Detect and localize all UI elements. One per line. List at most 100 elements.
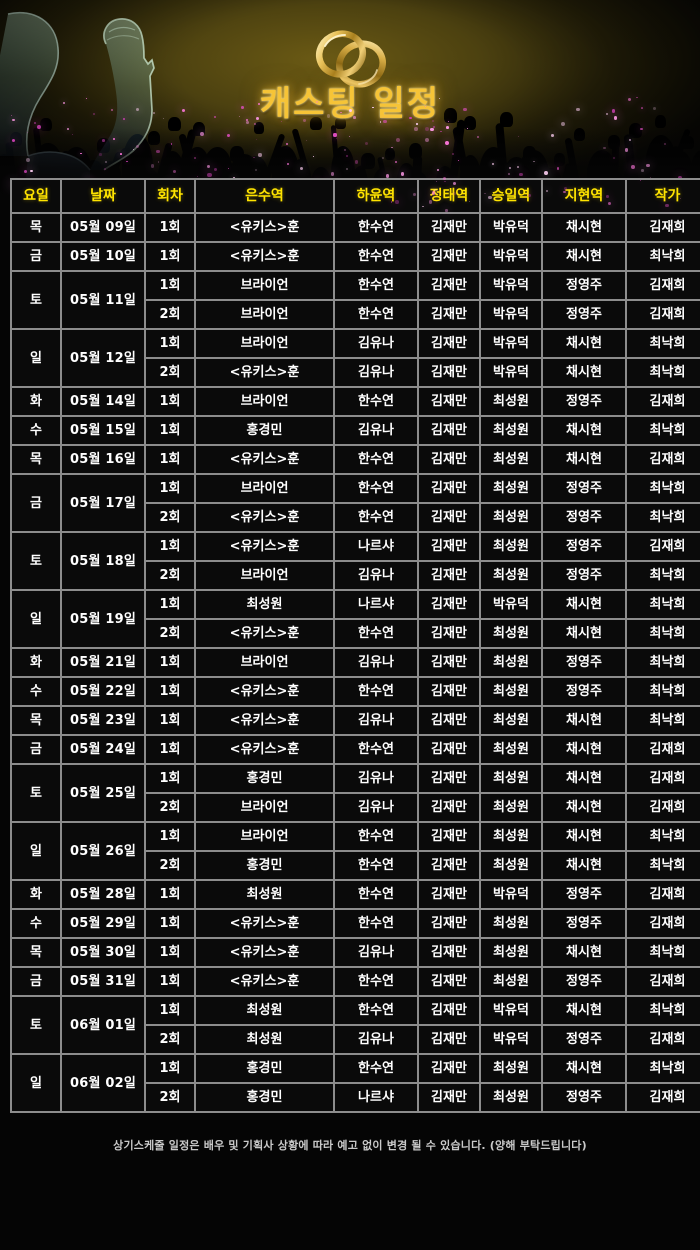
cell-actor-eunsu: <유키스>훈 (196, 939, 333, 966)
cell-weekday: 수 (12, 678, 60, 705)
crowd-hand (61, 151, 72, 164)
table-row: 목 05월 09일 1회 <유키스>훈 한수연 김재만 박유덕 채시현 김재희 (12, 214, 700, 241)
cell-round: 1회 (146, 910, 194, 937)
cell-date: 05월 18일 (62, 533, 144, 589)
disclaimer-note: 상기스케줄 일정은 배우 및 기획사 상황에 따라 예고 없이 변경 될 수 있… (113, 1139, 587, 1152)
table-body: 목 05월 09일 1회 <유키스>훈 한수연 김재만 박유덕 채시현 김재희 금 05월 10일 1… (12, 214, 700, 1111)
cell-actor-seungil: 최성원 (481, 910, 541, 937)
cell-actor-eunsu: <유키스>훈 (196, 446, 333, 473)
cell-round: 1회 (146, 591, 194, 618)
cell-writer: 김재희 (627, 214, 700, 241)
cell-writer: 최낙희 (627, 417, 700, 444)
cell-actor-eunsu: 최성원 (196, 591, 333, 618)
cell-actor-eunsu: 브라이언 (196, 330, 333, 357)
cell-actor-seungil: 최성원 (481, 620, 541, 647)
cell-weekday: 금 (12, 736, 60, 763)
cell-round: 1회 (146, 533, 194, 560)
cell-actor-hayun: 김유나 (335, 765, 417, 792)
cell-actor-jungtae: 김재만 (419, 475, 479, 502)
cell-actor-seungil: 최성원 (481, 678, 541, 705)
cell-actor-jihyun: 정영주 (543, 475, 625, 502)
cell-writer: 최낙희 (627, 997, 700, 1024)
cell-actor-hayun: 나르샤 (335, 591, 417, 618)
table-row: 일 06월 02일 1회 홍경민 한수연 김재만 최성원 채시현 최낙희 (12, 1055, 700, 1111)
cell-weekday: 토 (12, 533, 60, 589)
cell-date: 06월 01일 (62, 997, 144, 1053)
cell-date: 05월 29일 (62, 910, 144, 937)
column-header-eunsu: 은수역 (196, 180, 333, 212)
cell-actor-jungtae: 김재만 (419, 649, 479, 676)
cell-weekday: 목 (12, 214, 60, 241)
cell-round: 1회 (146, 446, 194, 473)
cell-actor-eunsu: <유키스>훈 (196, 359, 333, 386)
cell-actor-hayun: 한수연 (335, 1055, 417, 1082)
cell-actor-jihyun: 채시현 (543, 707, 625, 734)
cell-actor-hayun: 한수연 (335, 852, 417, 879)
cell-actor-eunsu: 홍경민 (196, 765, 333, 792)
cell-writer: 김재희 (627, 968, 700, 995)
cell-actor-seungil: 박유덕 (481, 214, 541, 241)
crowd-hand (608, 135, 620, 149)
cell-actor-jihyun: 정영주 (543, 533, 625, 560)
cell-round: 1회 (146, 707, 194, 734)
table-row: 수 05월 29일 1회 <유키스>훈 한수연 김재만 최성원 정영주 김재희 (12, 910, 700, 937)
cell-weekday: 일 (12, 330, 60, 386)
cell-date: 05월 11일 (62, 272, 144, 328)
cell-weekday: 화 (12, 881, 60, 908)
cell-actor-jungtae: 김재만 (419, 214, 479, 241)
cell-actor-jihyun: 정영주 (543, 910, 625, 937)
cell-actor-hayun: 김유나 (335, 649, 417, 676)
table-row: 목 05월 23일 1회 <유키스>훈 김유나 김재만 최성원 채시현 최낙희 (12, 707, 700, 734)
cell-writer: 최낙희 (627, 678, 700, 705)
cell-actor-eunsu: <유키스>훈 (196, 678, 333, 705)
cell-actor-hayun: 한수연 (335, 475, 417, 502)
cell-actor-eunsu: 홍경민 (196, 417, 333, 444)
cell-actor-eunsu: <유키스>훈 (196, 968, 333, 995)
cell-writer: 최낙희 (627, 243, 700, 270)
cell-actor-hayun: 김유나 (335, 417, 417, 444)
cell-writer: 김재희 (627, 446, 700, 473)
crowd-hand (361, 153, 375, 169)
cell-actor-hayun: 김유나 (335, 1026, 417, 1053)
table-row: 2회 <유키스>훈 한수연 김재만 최성원 정영주 최낙희 (12, 504, 700, 531)
cell-round: 2회 (146, 301, 194, 328)
cell-actor-seungil: 최성원 (481, 736, 541, 763)
cell-actor-jungtae: 김재만 (419, 359, 479, 386)
crowd-hand (120, 147, 133, 162)
cell-actor-hayun: 한수연 (335, 736, 417, 763)
cell-round: 1회 (146, 475, 194, 502)
cell-actor-hayun: 한수연 (335, 388, 417, 415)
cell-actor-jungtae: 김재만 (419, 301, 479, 328)
cell-actor-hayun: 한수연 (335, 272, 417, 299)
cell-actor-hayun: 김유나 (335, 939, 417, 966)
cell-actor-hayun: 김유나 (335, 562, 417, 589)
cell-writer: 최낙희 (627, 475, 700, 502)
cell-writer: 김재희 (627, 388, 700, 415)
cell-actor-seungil: 최성원 (481, 852, 541, 879)
crowd-hand (96, 138, 110, 153)
cell-actor-jungtae: 김재만 (419, 272, 479, 299)
cell-weekday: 토 (12, 765, 60, 821)
cell-writer: 최낙희 (627, 591, 700, 618)
cell-actor-jihyun: 채시현 (543, 852, 625, 879)
cell-writer: 김재희 (627, 1026, 700, 1053)
column-header-jungtae: 정태역 (419, 180, 479, 212)
cell-actor-jihyun: 정영주 (543, 1084, 625, 1111)
cell-actor-jihyun: 채시현 (543, 736, 625, 763)
table-row: 금 05월 10일 1회 <유키스>훈 한수연 김재만 박유덕 채시현 최낙희 (12, 243, 700, 270)
cell-actor-jihyun: 정영주 (543, 272, 625, 299)
hero-banner: 캐스팅 일정 (0, 0, 700, 200)
cell-actor-seungil: 최성원 (481, 1084, 541, 1111)
cell-actor-jihyun: 채시현 (543, 446, 625, 473)
cell-actor-eunsu: 브라이언 (196, 272, 333, 299)
cell-actor-jungtae: 김재만 (419, 939, 479, 966)
cell-actor-seungil: 박유덕 (481, 591, 541, 618)
crowd-hand (553, 153, 565, 166)
cell-round: 1회 (146, 417, 194, 444)
crowd-hand (629, 122, 643, 139)
crowd-hand (523, 146, 537, 162)
cell-actor-jungtae: 김재만 (419, 678, 479, 705)
cell-actor-seungil: 박유덕 (481, 330, 541, 357)
cell-actor-eunsu: <유키스>훈 (196, 243, 333, 270)
